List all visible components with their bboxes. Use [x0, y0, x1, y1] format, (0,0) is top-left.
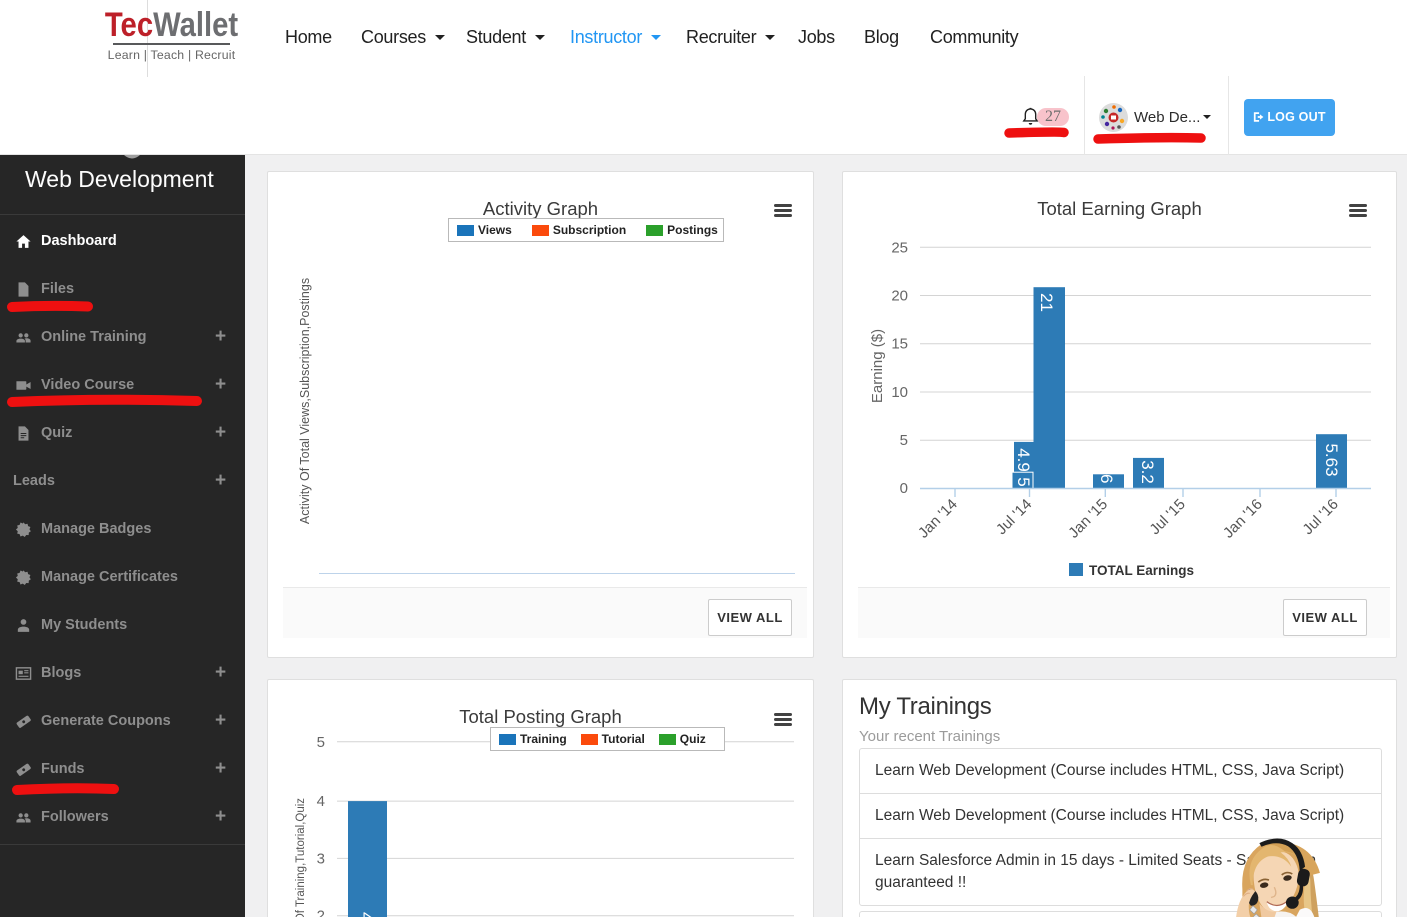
svg-text:3.2: 3.2 — [1138, 460, 1157, 484]
svg-text:10: 10 — [891, 384, 908, 401]
svg-text:3: 3 — [317, 850, 325, 867]
svg-text:5: 5 — [1014, 477, 1033, 486]
svg-text:25: 25 — [891, 240, 908, 257]
svg-text:15: 15 — [891, 336, 908, 353]
svg-text:Jul '15: Jul '15 — [1146, 496, 1188, 538]
svg-text:4: 4 — [357, 912, 376, 917]
svg-text:0: 0 — [900, 480, 908, 497]
svg-text:4: 4 — [317, 793, 325, 810]
svg-text:21: 21 — [1037, 293, 1056, 312]
svg-text:5: 5 — [317, 734, 325, 751]
svg-text:Jul '14: Jul '14 — [993, 496, 1035, 538]
svg-text:5: 5 — [900, 432, 908, 449]
svg-text:20: 20 — [891, 288, 908, 305]
svg-text:6: 6 — [1097, 474, 1116, 483]
svg-text:2: 2 — [317, 908, 325, 917]
svg-text:TOTAL Earnings: TOTAL Earnings — [1089, 563, 1194, 578]
svg-text:Jan '14: Jan '14 — [915, 496, 961, 542]
svg-text:5.63: 5.63 — [1322, 443, 1341, 476]
svg-text:Jan '15: Jan '15 — [1065, 496, 1111, 542]
svg-text:Jul '16: Jul '16 — [1299, 496, 1341, 538]
svg-text:Earning ($): Earning ($) — [869, 329, 886, 403]
svg-text:4.9: 4.9 — [1014, 448, 1033, 472]
svg-text:Jan '16: Jan '16 — [1220, 496, 1266, 542]
